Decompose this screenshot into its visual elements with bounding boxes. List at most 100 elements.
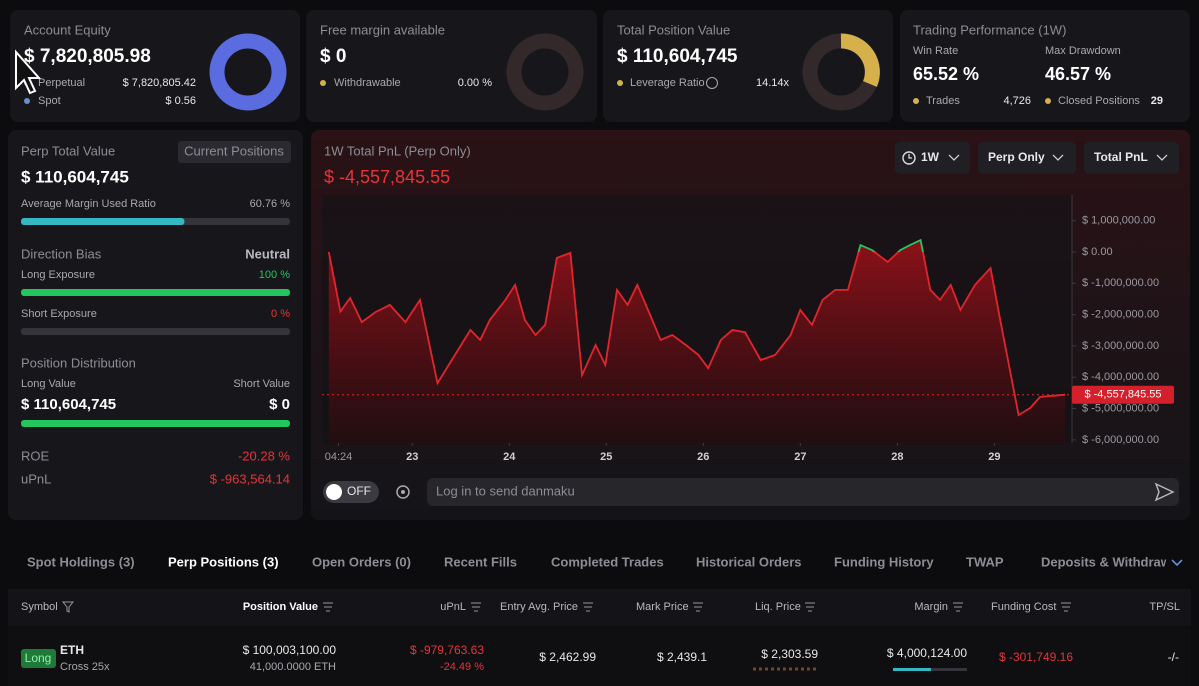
column-header[interactable]: Entry Avg. Price bbox=[500, 601, 578, 613]
column-header[interactable]: Margin bbox=[914, 601, 948, 613]
settings-icon[interactable] bbox=[396, 485, 410, 499]
row-value: 14.14x bbox=[756, 77, 790, 89]
table-header bbox=[8, 589, 1191, 626]
text-input[interactable] bbox=[427, 478, 1179, 506]
button[interactable] bbox=[178, 141, 291, 163]
value: 0 % bbox=[271, 308, 290, 320]
label: Long Exposure bbox=[21, 269, 95, 281]
help-icon[interactable] bbox=[706, 77, 718, 89]
tab[interactable]: Deposits & Withdraw bbox=[1041, 554, 1172, 569]
x-tick-label: 04:24 bbox=[325, 451, 353, 463]
sort-icon[interactable] bbox=[953, 602, 963, 612]
distribution-bar bbox=[21, 420, 290, 427]
position-value: $ 100,003,100.00 bbox=[243, 643, 337, 657]
chart-subtitle: $ -4,557,845.55 bbox=[324, 167, 450, 187]
x-tick-label: 24 bbox=[503, 451, 516, 463]
entry-price: $ 2,462.99 bbox=[539, 650, 596, 664]
column-header[interactable]: Funding Cost bbox=[991, 601, 1056, 613]
funding-cost: $ -301,749.16 bbox=[999, 650, 1073, 664]
y-tick-label: $ -2,000,000.00 bbox=[1082, 309, 1159, 321]
label: Direction Bias bbox=[21, 246, 102, 261]
panel-value: $ 110,604,745 bbox=[21, 167, 129, 186]
row-label: Trades bbox=[926, 95, 960, 107]
y-tick-label: $ -6,000,000.00 bbox=[1082, 434, 1159, 446]
send-icon[interactable] bbox=[1154, 482, 1175, 502]
upnl-percent: -24.49 % bbox=[440, 661, 484, 673]
card-title: Free margin available bbox=[320, 22, 445, 37]
tab[interactable]: TWAP bbox=[966, 554, 1004, 569]
label: Position Distribution bbox=[21, 355, 136, 370]
tab[interactable]: Historical Orders bbox=[696, 554, 802, 569]
card-value: $ 110,604,745 bbox=[617, 46, 738, 67]
dropdown-label[interactable]: Perp Only bbox=[988, 150, 1045, 164]
upnl: $ -979,763.63 bbox=[410, 643, 484, 657]
tab[interactable]: Completed Trades bbox=[551, 554, 664, 569]
dropdown-label[interactable]: Total PnL bbox=[1094, 150, 1148, 164]
sort-icon[interactable] bbox=[1061, 602, 1071, 612]
filter-icon[interactable] bbox=[61, 601, 75, 613]
sort-icon[interactable] bbox=[583, 602, 593, 612]
row-label: Spot bbox=[38, 95, 61, 107]
y-tick-label: $ -5,000,000.00 bbox=[1082, 402, 1159, 414]
margin-mode: Cross 25x bbox=[60, 661, 110, 673]
column-header[interactable]: Liq. Price bbox=[755, 601, 801, 613]
sort-icon[interactable] bbox=[471, 602, 481, 612]
side-label: Long bbox=[25, 651, 52, 665]
chevron bbox=[1052, 154, 1064, 161]
panel-title: Perp Total Value bbox=[21, 143, 115, 158]
dropdown[interactable] bbox=[978, 142, 1076, 174]
column-header[interactable]: uPnL bbox=[440, 601, 466, 613]
toggle-label[interactable]: OFF bbox=[347, 484, 371, 498]
column-header[interactable]: Symbol bbox=[21, 601, 58, 613]
sort-icon[interactable] bbox=[323, 602, 333, 612]
chevron bbox=[948, 154, 960, 161]
table-row[interactable] bbox=[8, 627, 1191, 686]
donut bbox=[506, 33, 584, 111]
y-tick-label: $ -1,000,000.00 bbox=[1082, 277, 1159, 289]
column-header[interactable]: Position Value bbox=[243, 601, 318, 613]
tabs-more[interactable] bbox=[1171, 559, 1183, 567]
card bbox=[900, 10, 1190, 122]
column-header[interactable]: Mark Price bbox=[636, 601, 689, 613]
tab-active[interactable]: Perp Positions (3) bbox=[168, 554, 279, 569]
tab[interactable]: Recent Fills bbox=[444, 554, 517, 569]
tab[interactable]: Funding History bbox=[834, 554, 934, 569]
cursor bbox=[15, 49, 42, 95]
input-placeholder[interactable]: Log in to send danmaku bbox=[436, 483, 575, 498]
x-tick-label: 26 bbox=[697, 451, 709, 463]
dot bbox=[24, 98, 30, 104]
margin: $ 4,000,124.00 bbox=[887, 646, 967, 660]
tab[interactable]: Open Orders (0) bbox=[312, 554, 411, 569]
dropdown-label[interactable]: 1W bbox=[921, 150, 940, 164]
value: 60.76 % bbox=[250, 198, 291, 210]
sort-icon[interactable] bbox=[805, 602, 815, 612]
mark-price: $ 2,439.1 bbox=[657, 650, 707, 664]
tp-sl: -/- bbox=[1168, 650, 1179, 664]
dropdown[interactable] bbox=[1084, 142, 1179, 174]
label: ROE bbox=[21, 448, 50, 463]
chevron bbox=[1156, 154, 1168, 161]
dot bbox=[913, 98, 919, 104]
sort-icon[interactable] bbox=[693, 602, 703, 612]
card-value: $ 0 bbox=[320, 46, 346, 67]
row-value: 29 bbox=[1151, 95, 1163, 107]
value: $ 0 bbox=[269, 396, 290, 413]
toggle-knob[interactable] bbox=[326, 484, 342, 500]
value: Neutral bbox=[245, 246, 290, 261]
dropdown[interactable] bbox=[895, 142, 970, 174]
side-badge bbox=[21, 649, 56, 668]
stat-value: 65.52 % bbox=[913, 64, 979, 84]
bar-track bbox=[21, 328, 290, 335]
button-label[interactable]: Current Positions bbox=[184, 143, 284, 158]
row-value: $ 0.56 bbox=[165, 95, 196, 107]
row-value: $ 7,820,805.42 bbox=[123, 77, 196, 89]
row-value: 4,726 bbox=[1003, 95, 1031, 107]
column-header[interactable]: TP/SL bbox=[1149, 601, 1180, 613]
row-label: Perpetual bbox=[38, 77, 85, 89]
position-size: 41,000.0000 ETH bbox=[250, 661, 336, 673]
card-title: Total Position Value bbox=[617, 22, 730, 37]
label: Short Value bbox=[233, 378, 290, 390]
tab[interactable]: Spot Holdings (3) bbox=[27, 554, 135, 569]
donut-arc bbox=[840, 33, 880, 87]
label: Long Value bbox=[21, 378, 76, 390]
